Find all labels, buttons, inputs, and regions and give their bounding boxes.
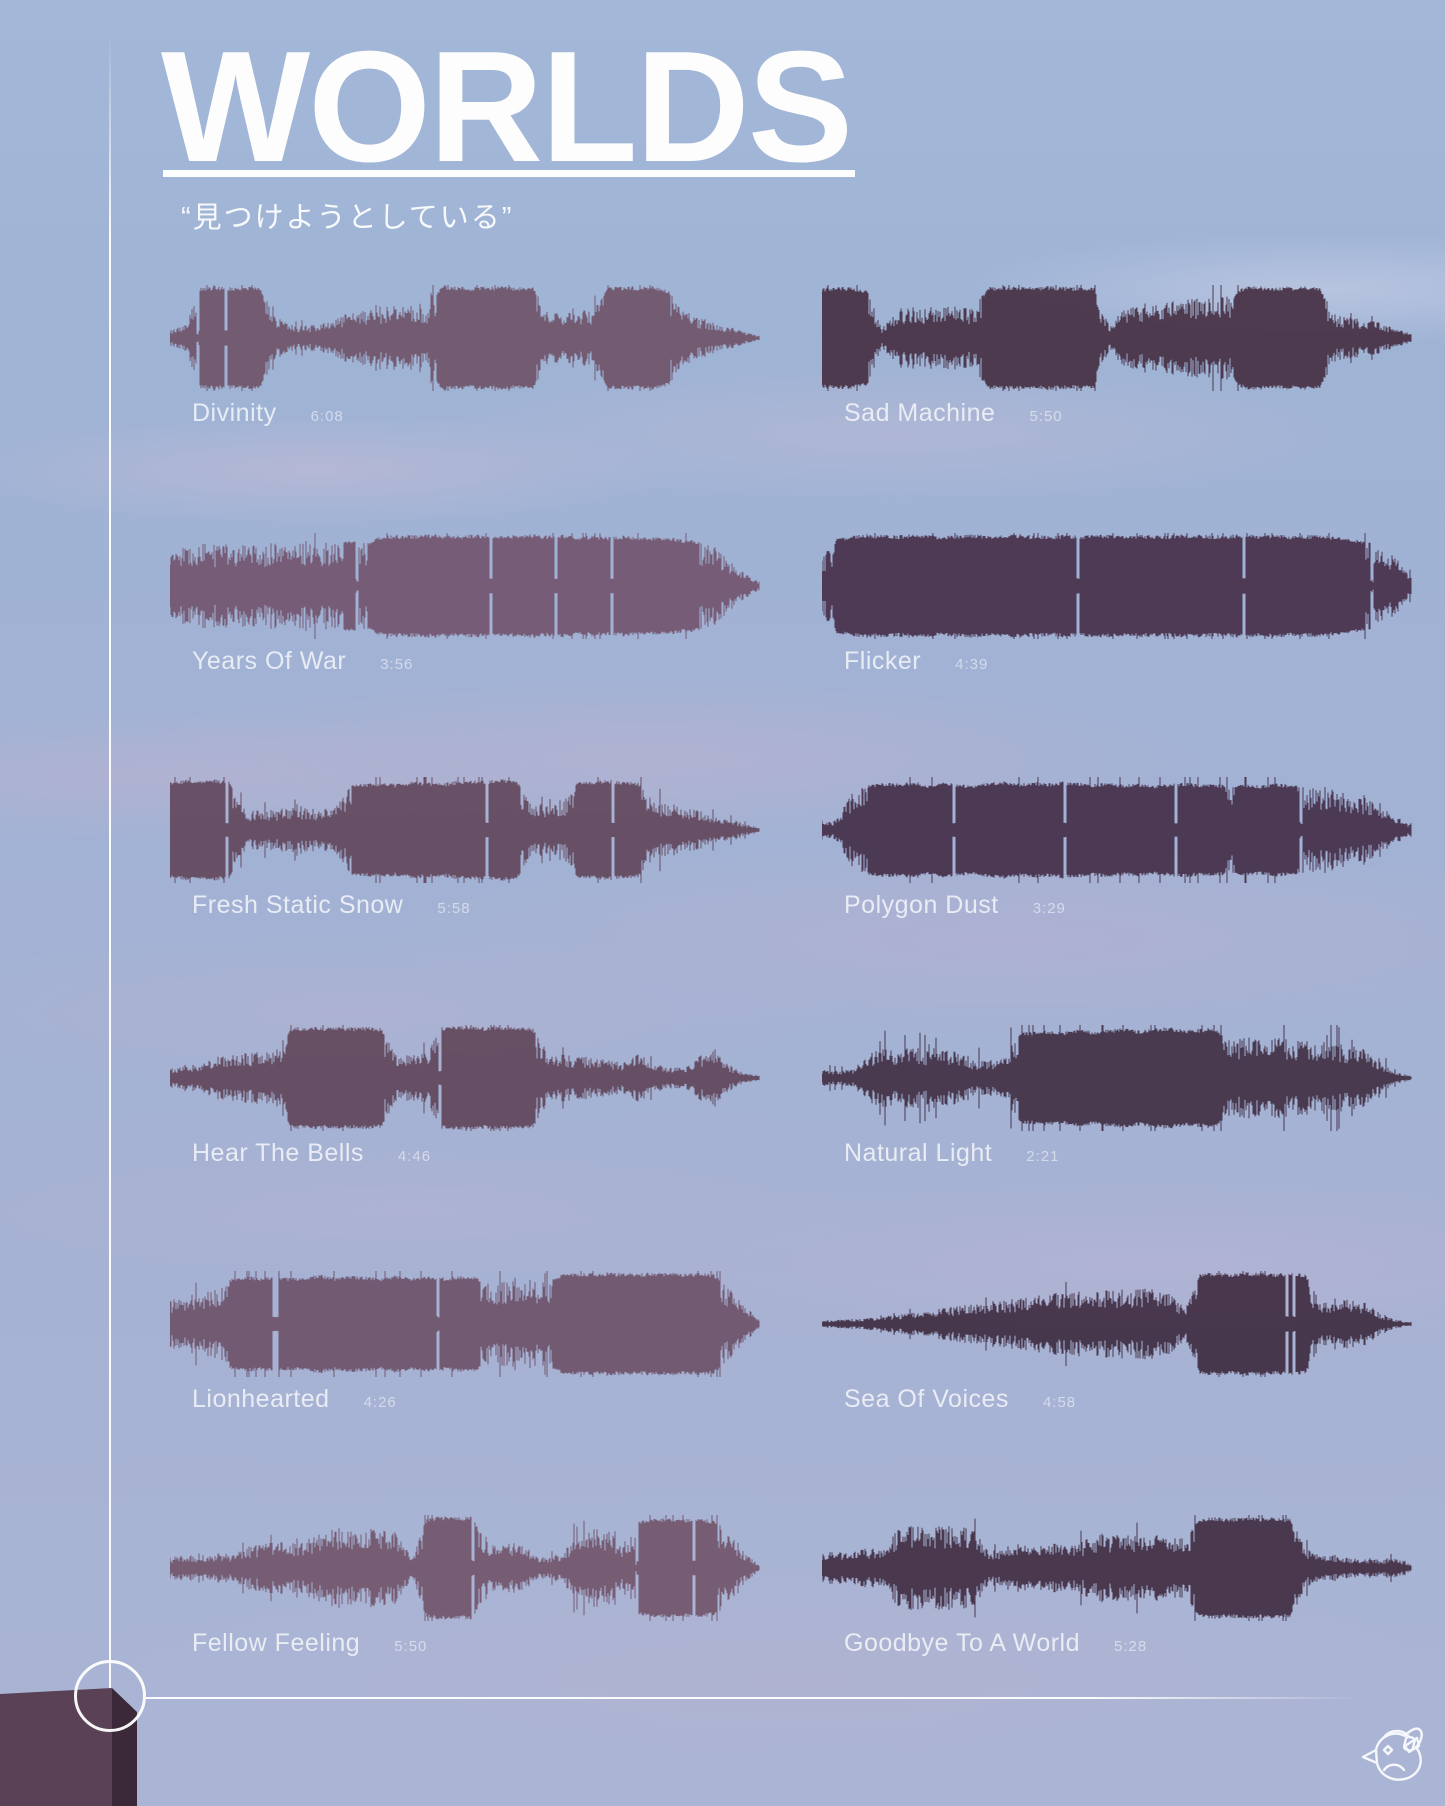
track-item: Lionhearted 4:26 xyxy=(170,1269,760,1439)
track-name: Fresh Static Snow xyxy=(192,891,404,919)
track-label: Flicker 4:39 xyxy=(844,647,988,676)
track-name: Sad Machine xyxy=(844,399,996,427)
track-name: Natural Light xyxy=(844,1139,993,1167)
track-label: Polygon Dust 3:29 xyxy=(844,891,1066,920)
track-label: Fellow Feeling 5:50 xyxy=(192,1629,427,1658)
track-label: Divinity 6:08 xyxy=(192,399,344,428)
track-label: Goodbye To A World 5:28 xyxy=(844,1629,1147,1658)
vertical-rule xyxy=(109,34,111,1690)
waveform xyxy=(822,1515,1412,1621)
waveform xyxy=(822,1271,1412,1377)
track-duration: 4:58 xyxy=(1042,1394,1077,1411)
track-duration: 5:50 xyxy=(394,1638,428,1655)
title-underline xyxy=(163,170,855,177)
track-name: Flicker xyxy=(844,647,922,675)
track-duration: 5:28 xyxy=(1114,1638,1148,1655)
track-duration: 5:50 xyxy=(1029,408,1063,425)
track-label: Lionhearted 4:26 xyxy=(192,1385,397,1414)
waveform xyxy=(170,1271,760,1377)
waveform xyxy=(822,1025,1412,1131)
track-name: Hear The Bells xyxy=(192,1139,364,1167)
track-item: Divinity 6:08 xyxy=(170,283,760,453)
track-duration: 4:39 xyxy=(955,656,989,673)
waveform xyxy=(822,285,1412,391)
track-duration: 3:56 xyxy=(380,656,414,673)
track-item: Fresh Static Snow 5:58 xyxy=(170,775,760,945)
track-item: Sea Of Voices 4:58 xyxy=(822,1269,1412,1439)
waveform xyxy=(822,777,1412,883)
track-item: Goodbye To A World 5:28 xyxy=(822,1513,1412,1683)
track-name: Fellow Feeling xyxy=(192,1629,361,1657)
waveform xyxy=(822,533,1412,639)
track-name: Sea Of Voices xyxy=(844,1385,1009,1413)
album-subtitle-japanese: “見つけようとしている” xyxy=(181,202,514,234)
track-name: Polygon Dust xyxy=(844,891,999,919)
track-item: Hear The Bells 4:46 xyxy=(170,1023,760,1193)
track-item: Sad Machine 5:50 xyxy=(822,283,1412,453)
waveform xyxy=(170,1025,760,1131)
waveform xyxy=(170,777,760,883)
track-item: Years Of War 3:56 xyxy=(170,531,760,701)
track-label: Sea Of Voices 4:58 xyxy=(844,1385,1076,1414)
track-label: Fresh Static Snow 5:58 xyxy=(192,891,471,920)
track-label: Sad Machine 5:50 xyxy=(844,399,1063,428)
track-name: Goodbye To A World xyxy=(844,1629,1081,1657)
track-item: Fellow Feeling 5:50 xyxy=(170,1513,760,1683)
track-item: Polygon Dust 3:29 xyxy=(822,775,1412,945)
track-item: Natural Light 2:21 xyxy=(822,1023,1412,1193)
album-title: WORLDS xyxy=(161,19,853,195)
track-duration: 3:29 xyxy=(1032,900,1066,917)
track-item: Flicker 4:39 xyxy=(822,531,1412,701)
horizontal-rule xyxy=(146,1697,1362,1699)
track-name: Divinity xyxy=(192,399,277,427)
track-name: Lionhearted xyxy=(192,1385,330,1413)
waveform xyxy=(170,1515,760,1621)
waveform xyxy=(170,285,760,391)
track-duration: 2:21 xyxy=(1026,1148,1060,1165)
track-duration: 4:46 xyxy=(397,1148,432,1165)
track-duration: 4:26 xyxy=(363,1394,397,1411)
waveform xyxy=(170,533,760,639)
track-name: Years Of War xyxy=(192,647,347,675)
track-label: Hear The Bells 4:46 xyxy=(192,1139,431,1168)
track-label: Years Of War 3:56 xyxy=(192,647,413,676)
track-duration: 6:08 xyxy=(310,408,344,425)
circle-marker xyxy=(74,1660,146,1732)
bird-with-headphones-icon xyxy=(1361,1727,1423,1781)
track-label: Natural Light 2:21 xyxy=(844,1139,1059,1168)
track-duration: 5:58 xyxy=(437,900,471,917)
